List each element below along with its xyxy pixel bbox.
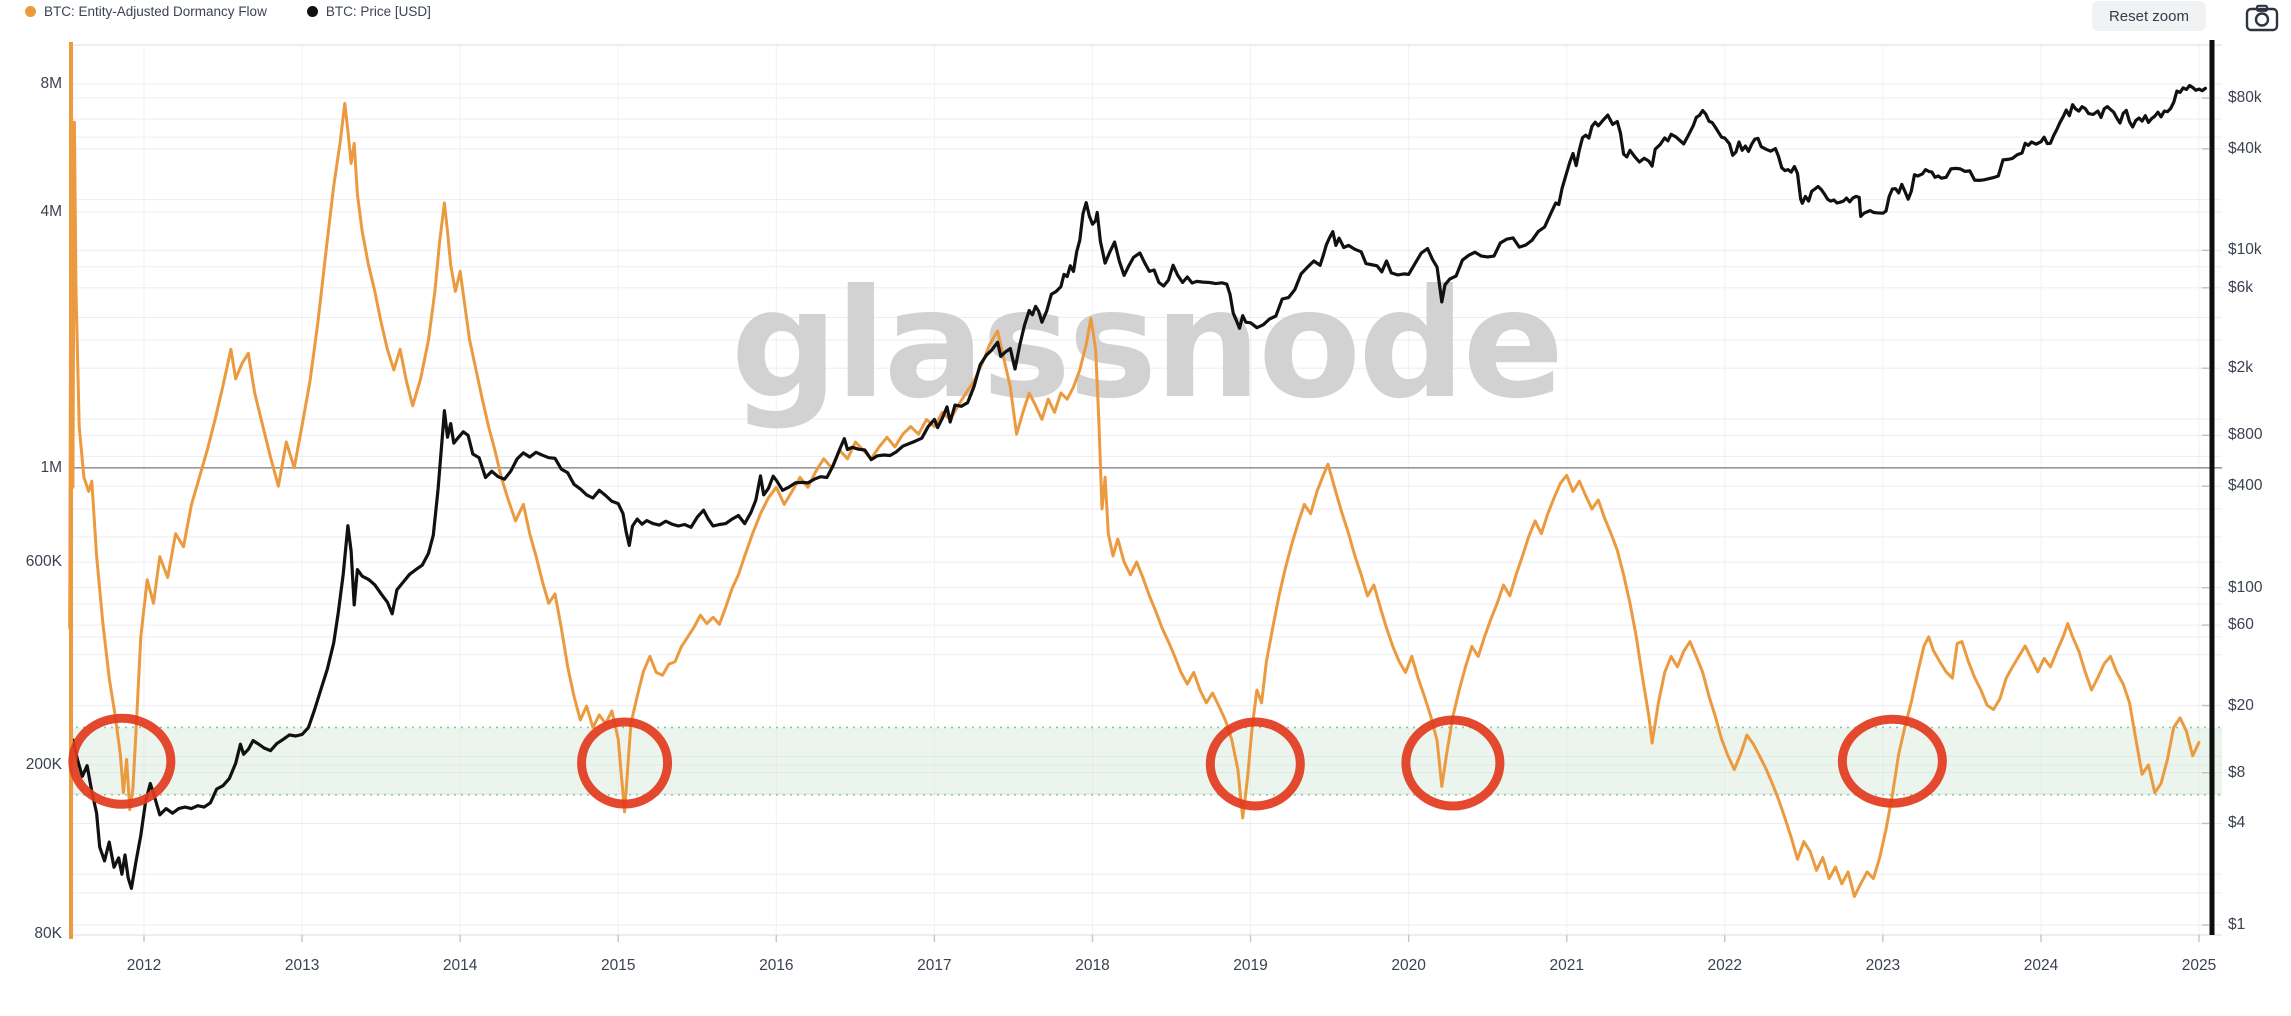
camera-icon — [2245, 4, 2279, 32]
reset-zoom-button[interactable]: Reset zoom — [2091, 1, 2206, 31]
buy-zone-band — [69, 726, 2222, 796]
price-dot-icon — [306, 6, 318, 17]
cycle-bottom-circle — [1401, 715, 1505, 811]
cycle-bottom-circle — [1837, 714, 1947, 808]
axis-frame — [69, 40, 2222, 942]
legend-item-price[interactable]: BTC: Price [USD] — [306, 4, 431, 19]
dormancy-flow-dot-icon — [25, 6, 36, 17]
cycle-bottom-circle — [1205, 717, 1305, 811]
price-line — [71, 83, 2207, 890]
cycle-bottom-circle — [68, 713, 176, 809]
legend-label-dormancy-flow: BTC: Entity-Adjusted Dormancy Flow — [44, 4, 267, 19]
glassnode-watermark: glassnode — [731, 258, 1562, 432]
camera-screenshot-button[interactable] — [2243, 3, 2281, 33]
chart-legend: BTC: Entity-Adjusted Dormancy Flow BTC: … — [25, 4, 431, 19]
series-lines — [68, 50, 2207, 898]
legend-label-price: BTC: Price [USD] — [325, 4, 431, 19]
cycle-bottom-circles — [68, 713, 1947, 811]
dormancy-flow-line — [68, 50, 2201, 898]
legend-item-dormancy-flow[interactable]: BTC: Entity-Adjusted Dormancy Flow — [25, 4, 267, 19]
cycle-bottom-circle — [577, 717, 673, 809]
